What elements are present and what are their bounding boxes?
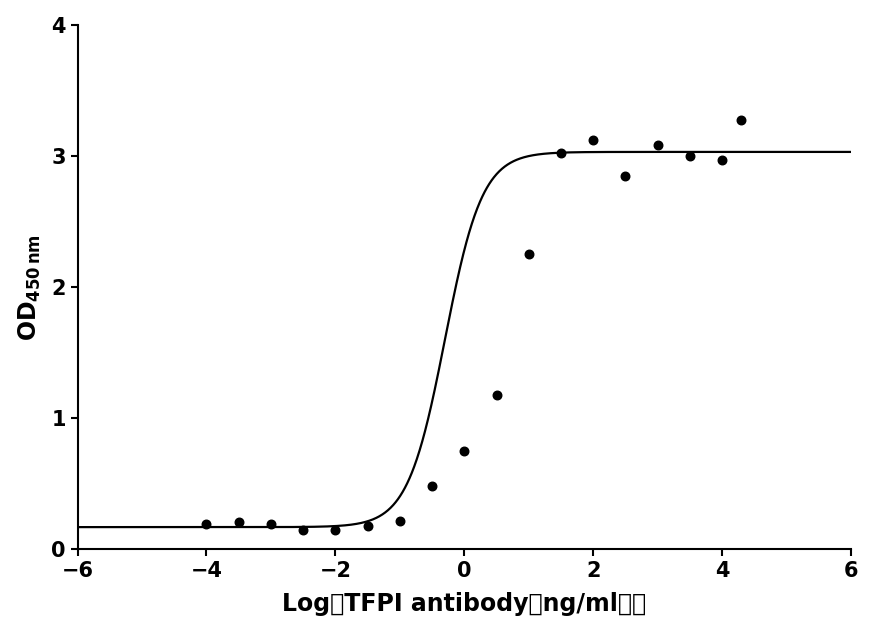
Point bbox=[489, 389, 503, 399]
Point bbox=[554, 148, 568, 158]
Point bbox=[682, 151, 696, 161]
X-axis label: Log（TFPI antibody（ng/ml））: Log（TFPI antibody（ng/ml）） bbox=[283, 592, 647, 617]
Point bbox=[651, 141, 665, 151]
Point bbox=[296, 525, 310, 535]
Point bbox=[715, 154, 729, 165]
Point bbox=[425, 481, 439, 491]
Point bbox=[393, 515, 407, 525]
Point bbox=[458, 446, 472, 456]
Point bbox=[522, 249, 536, 260]
Y-axis label: OD$_{\bf{450\,nm}}$: OD$_{\bf{450\,nm}}$ bbox=[17, 234, 43, 341]
Point bbox=[586, 135, 600, 145]
Point bbox=[264, 520, 278, 530]
Point bbox=[619, 170, 633, 180]
Point bbox=[360, 521, 374, 531]
Point bbox=[734, 115, 748, 125]
Point bbox=[232, 517, 246, 527]
Point bbox=[328, 525, 342, 535]
Point bbox=[200, 520, 214, 530]
